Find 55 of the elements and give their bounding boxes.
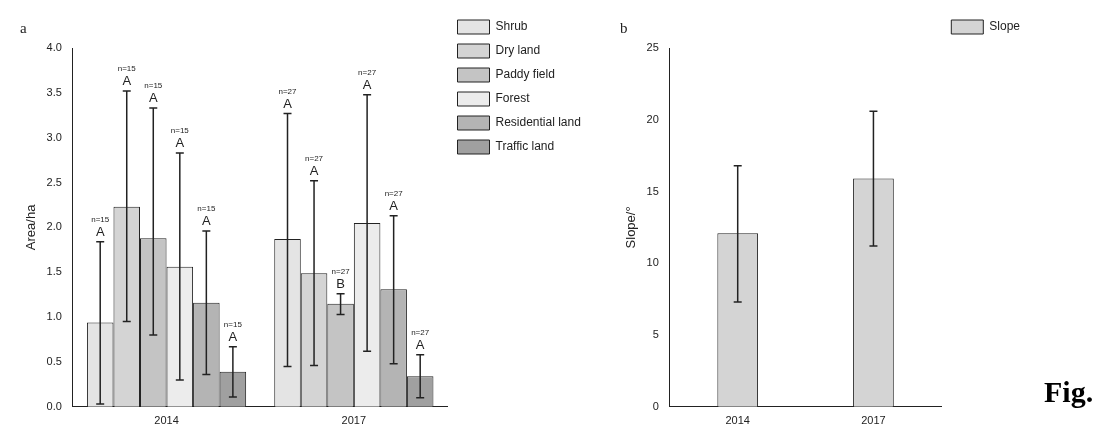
y-tick-label: 3.5 <box>46 85 62 98</box>
legend-label: Slope <box>989 19 1021 34</box>
legend-label: Residential land <box>495 115 581 130</box>
annotation: n=15 <box>223 319 243 329</box>
chart-title: b <box>620 19 628 36</box>
y-tick-label: 2.5 <box>46 175 62 188</box>
annotation: n=27 <box>411 327 430 337</box>
x-tick-label: 2014 <box>154 414 179 427</box>
annotation: n=27 <box>278 86 298 96</box>
y-tick-label: 0.0 <box>46 399 62 412</box>
y-tick-label: 2.0 <box>46 220 62 233</box>
annotation: n=15 <box>197 204 216 214</box>
text: Fig. <box>1044 375 1094 409</box>
annotation: A <box>309 162 319 178</box>
x-tick-label: 2014 <box>725 414 750 427</box>
annotation: A <box>362 76 372 92</box>
y-tick-label: 10 <box>646 256 659 269</box>
y-tick-label: 20 <box>646 112 659 125</box>
annotation: A <box>148 90 158 106</box>
annotation: A <box>415 336 425 352</box>
y-tick-label: 0 <box>652 399 659 412</box>
y-tick-label: 0.5 <box>46 354 62 367</box>
chart-title: a <box>20 19 27 36</box>
annotation: n=27 <box>384 188 404 198</box>
annotation: A <box>202 213 212 229</box>
annotation: n=27 <box>305 153 324 163</box>
y-axis-title: Slope/° <box>623 206 639 249</box>
annotation: n=15 <box>117 64 137 74</box>
annotation: A <box>122 73 132 89</box>
y-tick-label: 3.0 <box>46 130 62 143</box>
x-tick-label: 2017 <box>341 414 367 427</box>
y-tick-label: 25 <box>646 41 659 54</box>
annotation: n=27 <box>358 67 377 77</box>
annotation: n=27 <box>331 266 351 276</box>
annotation: n=15 <box>170 126 190 136</box>
legend-label: Paddy field <box>495 67 555 82</box>
annotation: n=15 <box>144 81 163 91</box>
y-tick-label: 1.5 <box>46 265 62 278</box>
annotation: A <box>283 95 293 111</box>
legend-label: Dry land <box>495 43 541 58</box>
legend-label: Forest <box>495 91 531 106</box>
annotation: n=15 <box>91 214 110 224</box>
y-tick-label: 15 <box>646 184 659 197</box>
y-tick-label: 1.0 <box>46 310 62 323</box>
y-axis-title: Area/ha <box>23 203 39 251</box>
annotation: A <box>175 135 185 151</box>
legend-label: Traffic land <box>495 139 555 154</box>
annotation: B <box>336 275 345 291</box>
x-tick-label: 2017 <box>861 414 886 427</box>
annotation: A <box>389 197 399 213</box>
legend-label: Shrub <box>495 19 528 34</box>
y-tick-label: 5 <box>652 328 659 341</box>
annotation: A <box>228 328 238 344</box>
annotation: A <box>95 223 105 239</box>
y-tick-label: 4.0 <box>46 41 62 54</box>
